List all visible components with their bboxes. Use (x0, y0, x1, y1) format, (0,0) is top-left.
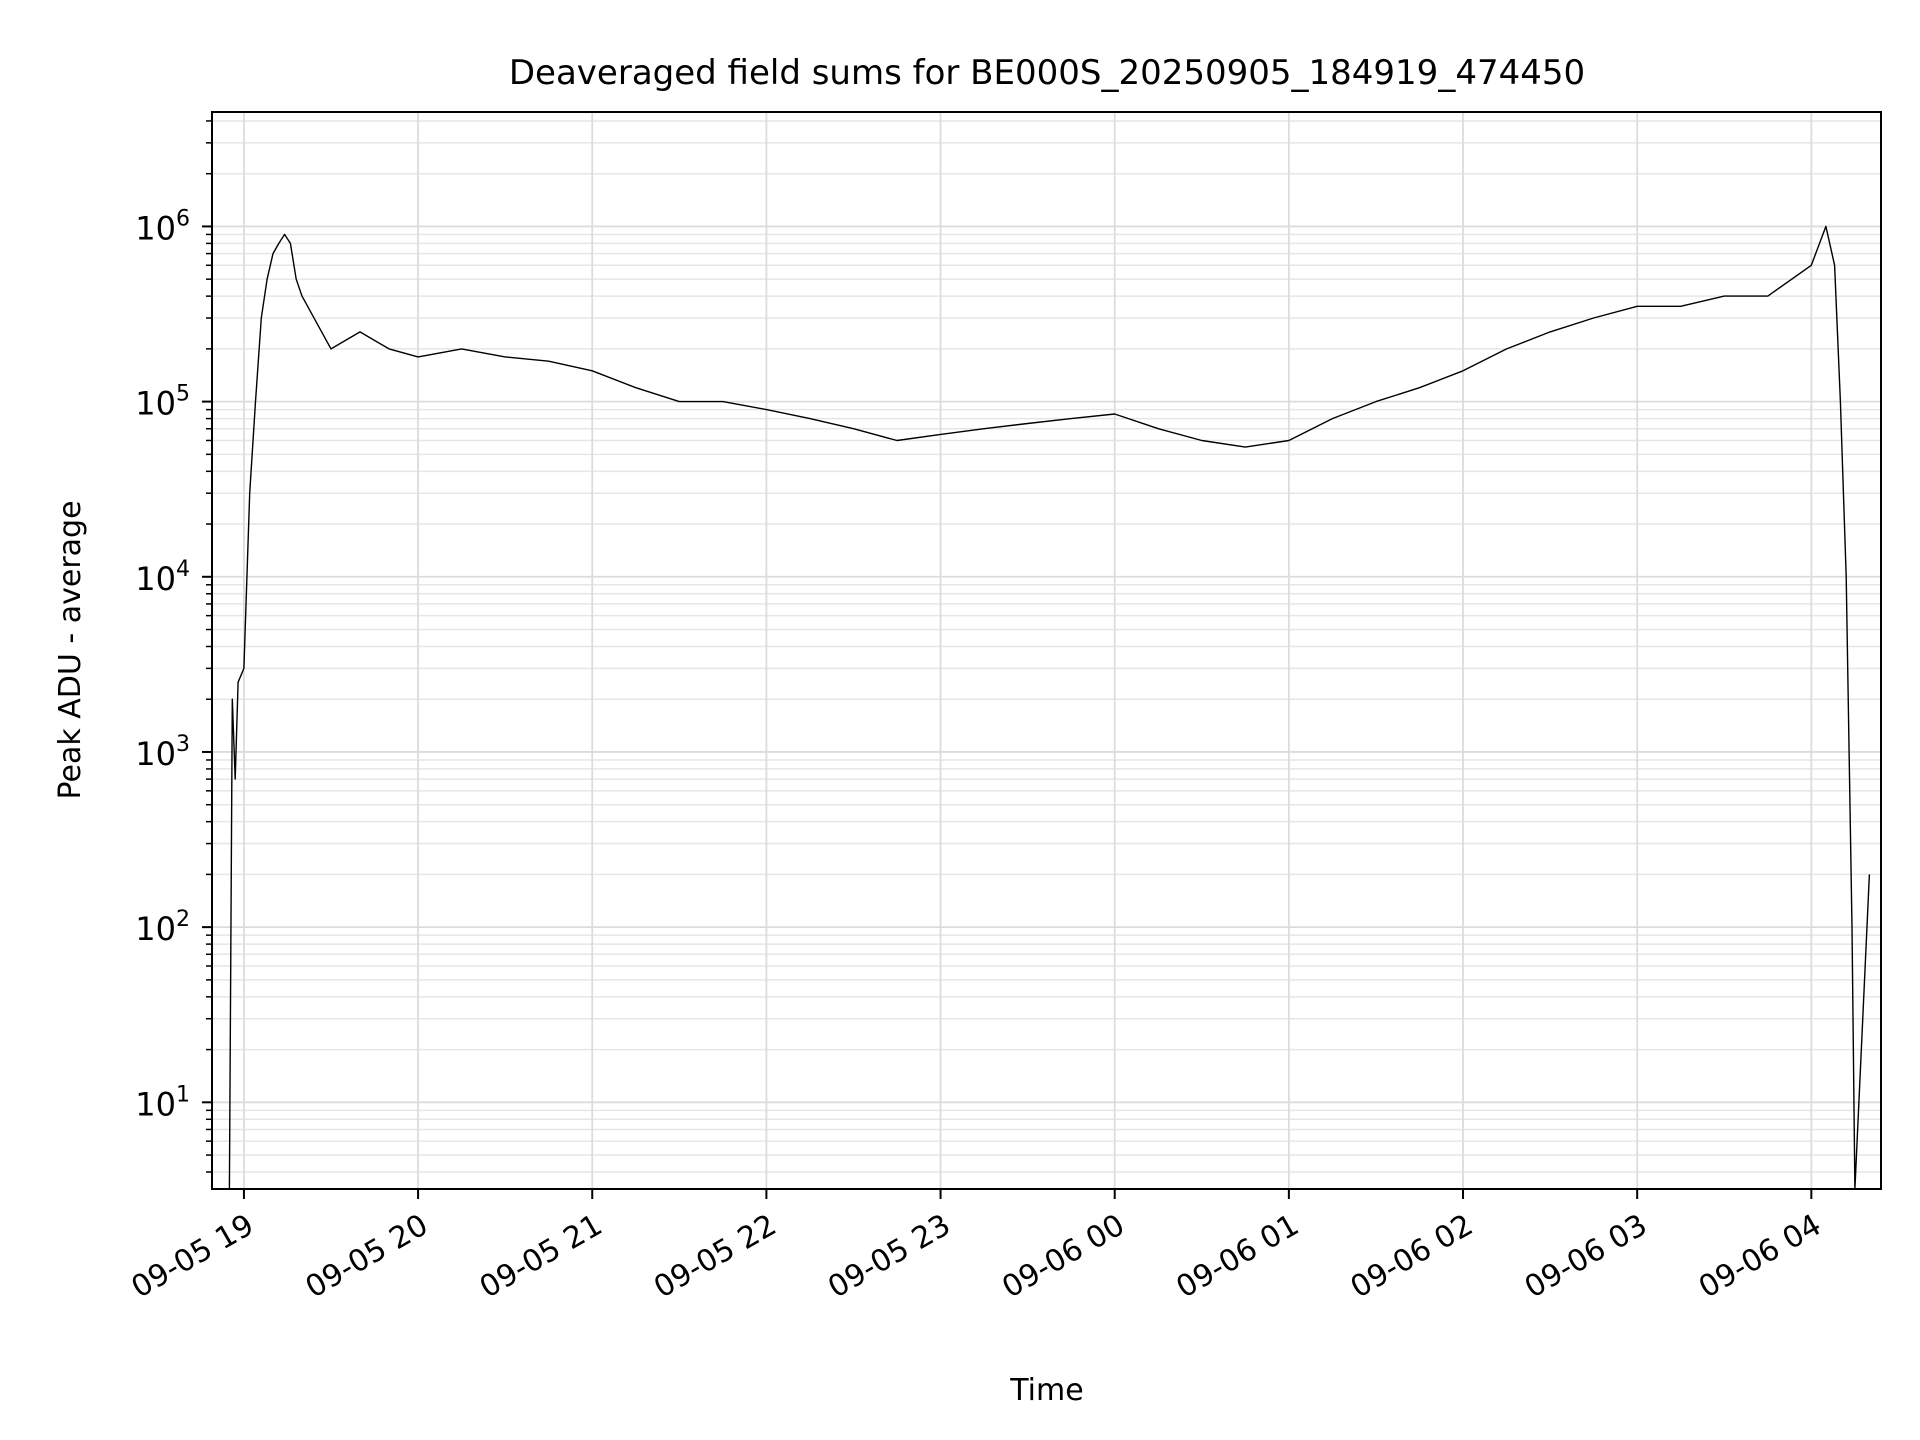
x-tick-label: 09-05 19 (126, 1208, 260, 1306)
y-tick-label: 101 (135, 1082, 190, 1123)
y-tick-label: 102 (135, 907, 190, 948)
y-axis-label: Peak ADU - average (53, 500, 88, 799)
y-tick-label: 104 (135, 557, 190, 598)
y-tick-label: 106 (135, 206, 190, 247)
chart-title: Deaveraged field sums for BE000S_2025090… (509, 53, 1585, 93)
y-tick-label: 103 (135, 732, 190, 773)
series-layer (228, 225, 1871, 1190)
x-tick-label: 09-06 00 (996, 1208, 1130, 1306)
data-series-line (228, 225, 1871, 1190)
x-tick-label: 09-05 23 (822, 1208, 956, 1306)
x-tick-label: 09-06 01 (1171, 1208, 1305, 1306)
y-tick-label: 105 (135, 382, 190, 423)
x-tick-label: 09-05 21 (474, 1208, 608, 1306)
x-tick-label: 09-05 20 (300, 1208, 434, 1306)
x-tick-label: 09-05 22 (648, 1208, 782, 1306)
x-tick-label: 09-06 02 (1345, 1208, 1479, 1306)
axis-ticks: 101 102 103 104 105 106 09-05 19 09-05 20 09-05 … (126, 120, 1827, 1306)
x-tick-label: 09-06 04 (1693, 1208, 1827, 1306)
x-axis-label: Time (1009, 1373, 1083, 1408)
plot-frame (211, 111, 1882, 1190)
x-tick-label: 09-06 03 (1519, 1208, 1653, 1306)
grid (212, 112, 1881, 1189)
